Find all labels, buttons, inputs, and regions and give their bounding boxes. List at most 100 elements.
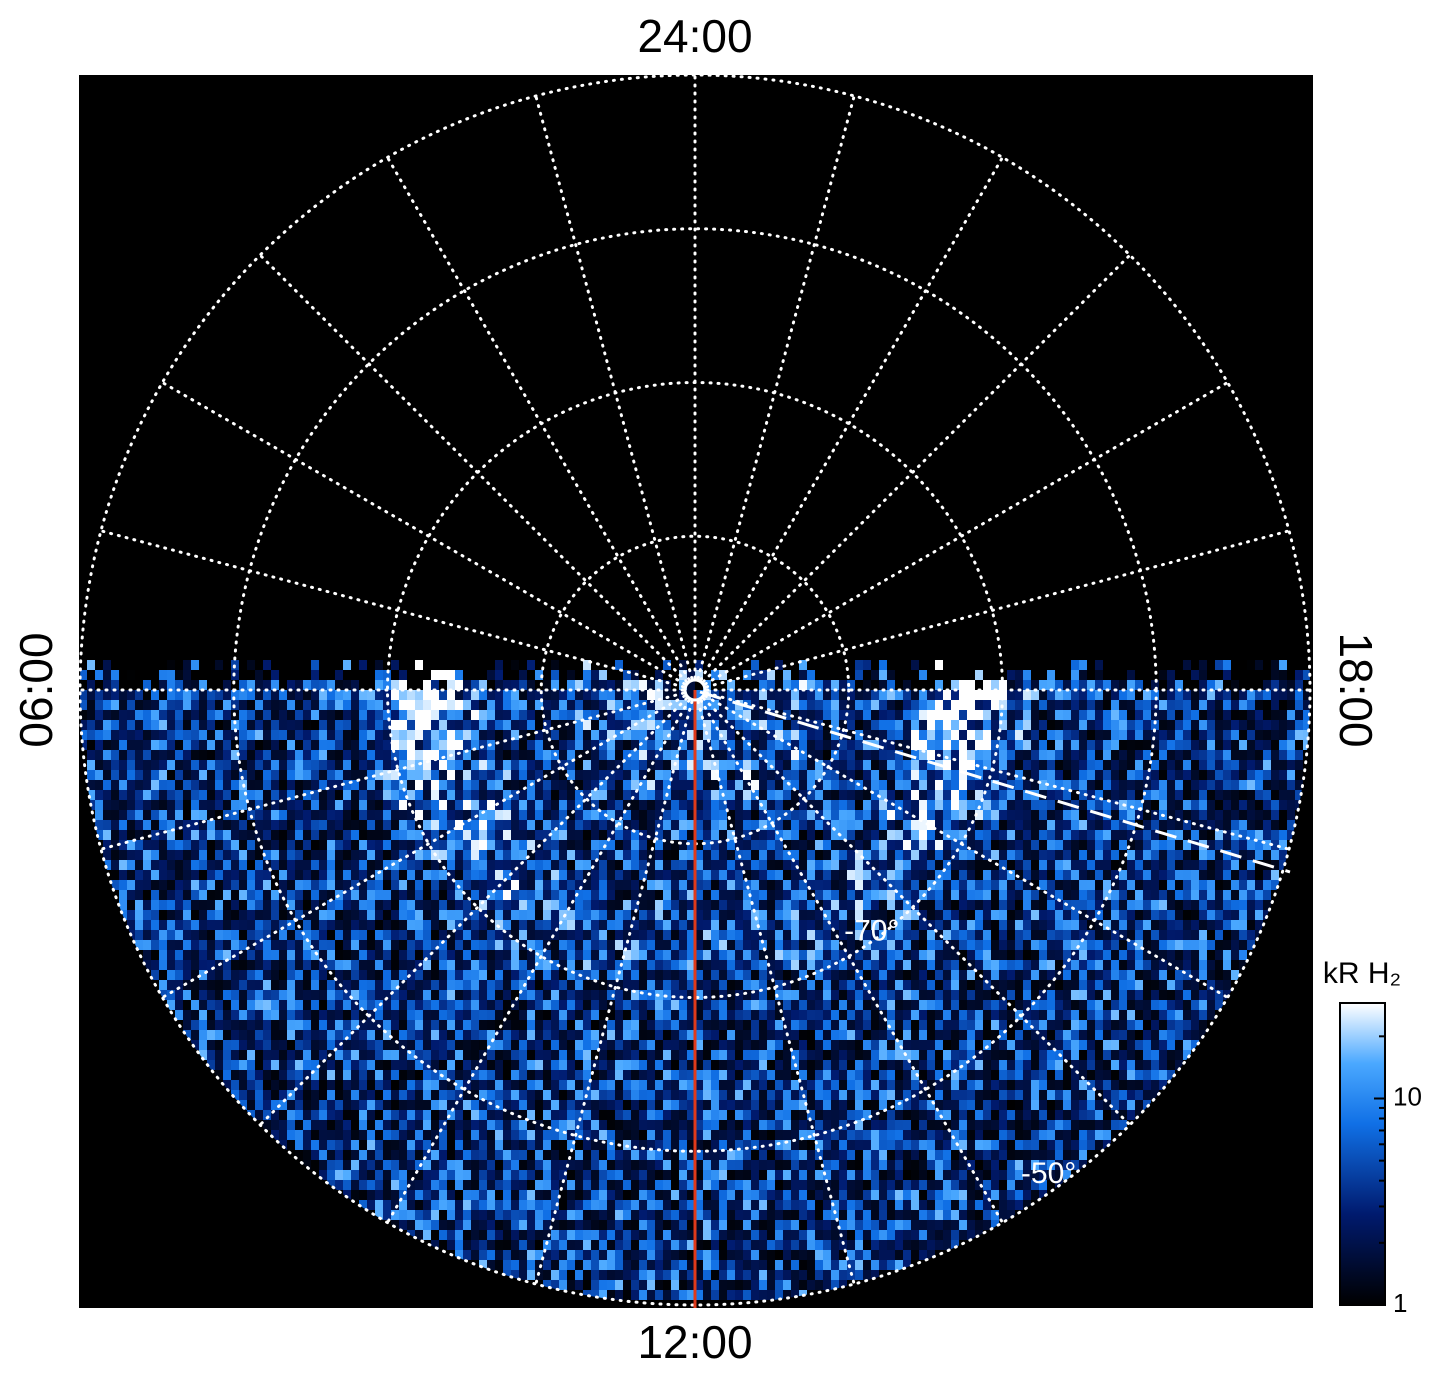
emission-cell (367, 790, 375, 800)
emission-cell (319, 910, 327, 920)
emission-cell (287, 780, 295, 790)
emission-cell (263, 970, 271, 980)
emission-cell (351, 1180, 359, 1190)
emission-cell (615, 840, 623, 850)
emission-cell (815, 840, 823, 850)
emission-cell (727, 930, 735, 940)
emission-cell (583, 1270, 591, 1280)
emission-cell (815, 1230, 823, 1240)
emission-cell (575, 1090, 583, 1100)
emission-cell (471, 980, 479, 990)
emission-cell (759, 1040, 767, 1050)
emission-cell (415, 910, 423, 920)
emission-cell (455, 890, 463, 900)
emission-cell (831, 700, 839, 710)
emission-cell (727, 1280, 735, 1290)
emission-cell (495, 660, 503, 670)
emission-cell (495, 1150, 503, 1160)
emission-cell (319, 880, 327, 890)
emission-cell (111, 850, 119, 860)
emission-cell (599, 940, 607, 950)
emission-cell (159, 730, 167, 740)
emission-cell (639, 960, 647, 970)
emission-cell (191, 660, 199, 670)
emission-cell (631, 780, 639, 790)
emission-cell (471, 1160, 479, 1170)
emission-cell (183, 810, 191, 820)
emission-cell (703, 1100, 711, 1110)
emission-cell (375, 1090, 383, 1100)
emission-cell (215, 1040, 223, 1050)
emission-cell (519, 1120, 527, 1130)
emission-cell (391, 800, 399, 810)
emission-cell (679, 1140, 687, 1150)
emission-cell (647, 1200, 655, 1210)
emission-cell (567, 1070, 575, 1080)
emission-cell (375, 1110, 383, 1120)
emission-cell (199, 980, 207, 990)
emission-cell (703, 1040, 711, 1050)
emission-cell (199, 950, 207, 960)
emission-cell (343, 960, 351, 970)
emission-cell (343, 800, 351, 810)
emission-cell (207, 1050, 215, 1060)
emission-cell (199, 700, 207, 710)
emission-cell (431, 780, 439, 790)
emission-cell (567, 1240, 575, 1250)
emission-cell (183, 930, 191, 940)
emission-cell (663, 1010, 671, 1020)
emission-cell (503, 780, 511, 790)
emission-cell (247, 1100, 255, 1110)
emission-cell (431, 1150, 439, 1160)
emission-cell (535, 1010, 543, 1020)
emission-cell (751, 880, 759, 890)
emission-cell (431, 1030, 439, 1040)
emission-cell (455, 840, 463, 850)
emission-cell (183, 830, 191, 840)
emission-cell (463, 850, 471, 860)
emission-cell (767, 890, 775, 900)
emission-cell (663, 1060, 671, 1070)
emission-cell (727, 910, 735, 920)
emission-cell (279, 840, 287, 850)
emission-cell (559, 1060, 567, 1070)
emission-cell (207, 710, 215, 720)
emission-cell (159, 890, 167, 900)
emission-cell (311, 850, 319, 860)
emission-cell (631, 1220, 639, 1230)
emission-cell (591, 1220, 599, 1230)
emission-cell (815, 1110, 823, 1120)
emission-cell (455, 900, 463, 910)
emission-cell (455, 720, 463, 730)
emission-cell (567, 1000, 575, 1010)
emission-cell (759, 1200, 767, 1210)
emission-cell (575, 1010, 583, 1020)
emission-cell (319, 720, 327, 730)
emission-cell (455, 1050, 463, 1060)
emission-cell (471, 1080, 479, 1090)
emission-cell (159, 720, 167, 730)
emission-cell (615, 750, 623, 760)
emission-cell (623, 1200, 631, 1210)
emission-cell (735, 800, 743, 810)
emission-cell (327, 850, 335, 860)
emission-cell (831, 1020, 839, 1030)
emission-cell (455, 740, 463, 750)
emission-cell (127, 780, 135, 790)
emission-cell (823, 980, 831, 990)
emission-cell (207, 1000, 215, 1010)
emission-cell (367, 910, 375, 920)
emission-cell (415, 710, 423, 720)
emission-cell (439, 1060, 447, 1070)
emission-cell (239, 1020, 247, 1030)
emission-cell (415, 1200, 423, 1210)
emission-cell (359, 830, 367, 840)
emission-cell (551, 730, 559, 740)
emission-cell (431, 890, 439, 900)
emission-cell (655, 1230, 663, 1240)
emission-cell (703, 1200, 711, 1210)
emission-cell (823, 900, 831, 910)
emission-cell (663, 1260, 671, 1270)
emission-cell (631, 1260, 639, 1270)
emission-cell (719, 1020, 727, 1030)
